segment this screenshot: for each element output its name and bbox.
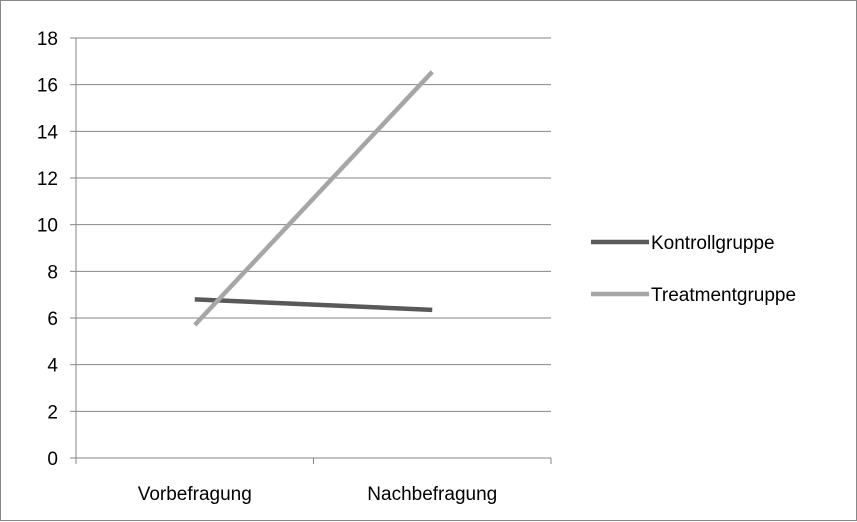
y-tick-label-4: 4 [47,356,58,377]
legend-label-0: Kontrollgruppe [651,233,775,254]
x-tick-label-0: Vorbefragung [138,484,252,505]
y-tick-label-14: 14 [37,122,59,143]
y-tick-label-2: 2 [47,402,58,423]
legend-label-1: Treatmentgruppe [651,285,796,306]
x-tick-label-1: Nachbefragung [367,484,497,505]
y-tick-label-10: 10 [37,216,58,237]
y-tick-label-12: 12 [37,169,58,190]
series-line-1 [195,72,433,325]
y-tick-label-0: 0 [47,449,58,470]
series-line-0 [195,299,433,310]
y-tick-label-6: 6 [47,309,58,330]
y-tick-label-8: 8 [47,262,58,283]
y-tick-label-18: 18 [37,29,58,50]
y-tick-label-16: 16 [37,76,58,97]
